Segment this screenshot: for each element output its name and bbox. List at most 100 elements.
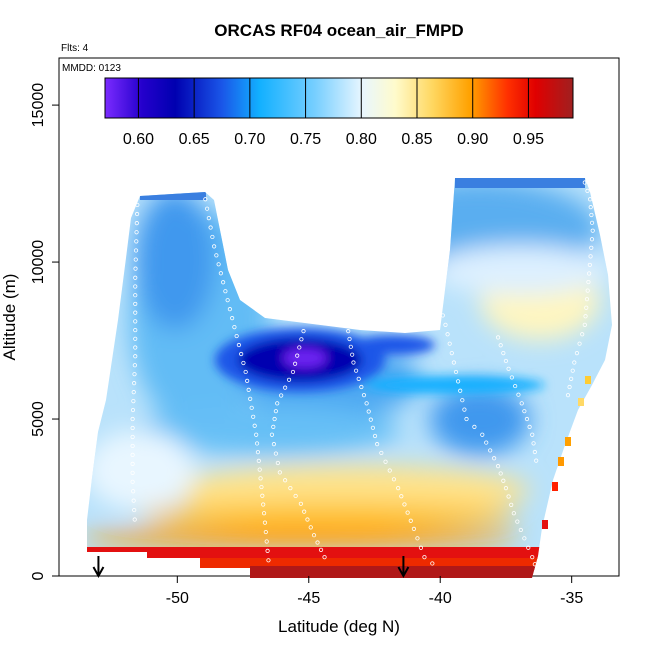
track-point	[438, 303, 443, 309]
colorbar-tick-label: 0.85	[401, 131, 432, 148]
track-point	[588, 254, 593, 259]
track-point	[216, 262, 221, 267]
track-point	[515, 519, 520, 524]
track-point	[133, 319, 138, 324]
track-point	[532, 449, 537, 455]
track-point	[134, 230, 139, 235]
flight-track-profile	[269, 329, 327, 560]
track-point	[480, 432, 485, 437]
track-point	[254, 432, 259, 437]
track-point	[318, 547, 324, 552]
track-point	[440, 313, 445, 318]
track-point	[368, 417, 373, 422]
track-point	[589, 212, 594, 218]
track-point	[387, 468, 392, 473]
track-point	[263, 529, 268, 535]
track-point	[524, 416, 530, 422]
colorbar-ticks: 0.60 0.65 0.70 0.75 0.80 0.85 0.90 0.95	[123, 78, 544, 148]
track-point	[527, 424, 532, 429]
track-point	[243, 369, 248, 375]
track-point	[506, 366, 511, 371]
track-point	[405, 510, 410, 515]
track-point	[275, 460, 280, 466]
track-point	[295, 353, 300, 358]
track-point	[223, 289, 228, 294]
track-point	[353, 368, 359, 373]
track-point	[435, 294, 440, 299]
track-point	[495, 335, 501, 340]
track-point	[506, 494, 511, 499]
x-tick-label: -40	[429, 590, 452, 607]
track-point	[234, 333, 239, 339]
track-point	[488, 448, 493, 453]
track-point	[411, 526, 417, 532]
track-point	[133, 266, 138, 271]
track-point	[589, 245, 594, 250]
track-point	[262, 520, 268, 525]
latitude-arrow	[92, 556, 105, 579]
track-point	[269, 432, 275, 437]
track-point	[258, 476, 263, 481]
heatmap-field	[87, 178, 612, 578]
track-point	[252, 423, 257, 428]
colorbar-tick-label: 0.70	[234, 131, 265, 148]
track-point	[131, 398, 136, 404]
track-point	[422, 228, 427, 233]
flight-track-profile	[130, 184, 140, 522]
colorbar-tick-label: 0.65	[179, 131, 210, 148]
track-point	[458, 388, 463, 393]
track-point	[472, 424, 477, 429]
track-point	[221, 280, 226, 285]
track-point	[580, 332, 585, 337]
track-point	[251, 414, 256, 419]
track-point	[292, 361, 298, 366]
colorbar-tick-label: 0.80	[346, 131, 377, 148]
colorbar-tick-label: 0.95	[513, 131, 544, 148]
track-point	[273, 451, 279, 456]
track-point	[572, 360, 577, 365]
track-point	[232, 324, 237, 330]
track-point	[131, 489, 136, 494]
track-point	[455, 379, 461, 384]
track-point	[425, 247, 430, 252]
track-point	[585, 288, 590, 293]
track-point	[509, 375, 514, 380]
track-point	[424, 178, 430, 183]
track-point	[130, 416, 135, 422]
track-point	[423, 211, 428, 217]
track-point	[249, 405, 254, 410]
track-point	[225, 298, 230, 303]
track-point	[422, 220, 427, 225]
track-point	[134, 221, 139, 226]
track-point	[580, 172, 585, 177]
track-point	[408, 518, 413, 523]
track-point	[498, 471, 503, 476]
colorbar: 0.60 0.65 0.70 0.75 0.80 0.85 0.90 0.95	[104, 77, 574, 148]
track-point	[205, 206, 210, 211]
track-point	[308, 525, 313, 530]
flight-track-profile	[346, 329, 435, 566]
track-point	[132, 363, 137, 368]
track-point	[255, 450, 261, 455]
flight-track-profile	[495, 335, 539, 463]
flights-annotation: Flts: 4	[61, 43, 89, 54]
track-point	[311, 533, 317, 538]
track-point	[427, 256, 432, 262]
track-point	[203, 197, 208, 202]
track-point	[275, 401, 280, 406]
track-point	[133, 248, 139, 253]
track-point	[589, 220, 595, 225]
track-point	[132, 507, 137, 513]
track-point	[272, 416, 277, 422]
track-point	[131, 390, 136, 395]
track-point	[451, 360, 456, 365]
flight-track-profile	[422, 178, 537, 567]
track-point	[134, 211, 140, 217]
track-point	[518, 527, 523, 533]
track-point	[133, 327, 138, 333]
track-point	[449, 351, 454, 356]
track-point	[351, 360, 356, 365]
track-point	[396, 485, 401, 491]
track-point	[516, 392, 521, 397]
